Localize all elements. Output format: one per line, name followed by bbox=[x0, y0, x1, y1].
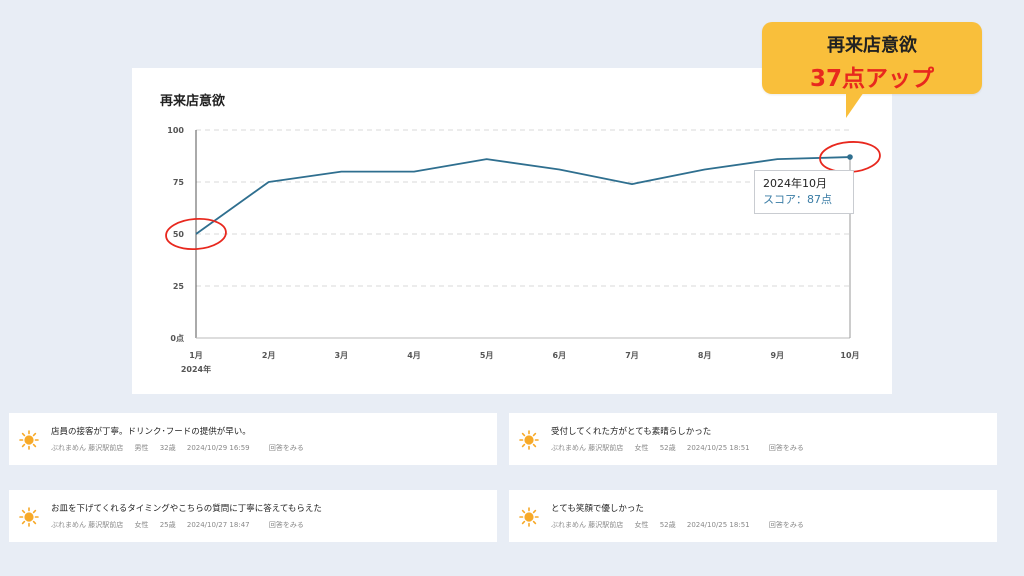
y-tick-label: 100 bbox=[167, 126, 184, 135]
review-text: 受付してくれた方がとても素晴らしかった bbox=[551, 427, 712, 437]
x-tick-label: 2月 bbox=[262, 351, 276, 360]
review-store: ぶれまめん 藤沢駅前店 bbox=[51, 521, 124, 529]
sun-icon bbox=[19, 430, 39, 450]
review-datetime: 2024/10/25 18:51 bbox=[686, 444, 750, 452]
review-datetime: 2024/10/27 18:47 bbox=[186, 521, 250, 529]
y-tick-label: 0点 bbox=[170, 333, 184, 343]
x-tick-label: 10月 bbox=[840, 351, 859, 360]
tooltip-score: スコア：87点 bbox=[763, 193, 832, 206]
highlight-circle bbox=[165, 217, 227, 251]
review-card[interactable]: お皿を下げてくれるタイミングやこちらの質問に丁寧に答えてもらえた ぶれまめん 藤… bbox=[9, 490, 497, 542]
review-meta: ぶれまめん 藤沢駅前店 女性 25歳 2024/10/27 18:47 回答をみ… bbox=[51, 520, 313, 530]
x-tick-label: 7月 bbox=[625, 351, 639, 360]
callout-increase: 37点アップ bbox=[809, 66, 934, 92]
data-point bbox=[413, 171, 415, 173]
chart-title: 再来店意欲 bbox=[160, 94, 226, 109]
callout-title: 再来店意欲 bbox=[827, 35, 917, 56]
review-gender: 女性 bbox=[634, 444, 649, 452]
view-answer-link[interactable]: 回答をみる bbox=[268, 521, 304, 529]
data-point bbox=[847, 154, 853, 160]
review-text: とても笑顔で優しかった bbox=[551, 504, 644, 514]
review-store: ぶれまめん 藤沢駅前店 bbox=[551, 444, 624, 452]
data-point bbox=[558, 169, 560, 171]
line-chart: 0点 25 50 75 100 1月 2月 3月 4月 5月 6月 7月 8月 9月 10月 2024年 bbox=[165, 126, 881, 374]
x-tick-label: 5月 bbox=[480, 351, 494, 360]
review-age: 32歳 bbox=[159, 444, 176, 452]
review-datetime: 2024/10/29 16:59 bbox=[186, 444, 250, 452]
score-callout: 再来店意欲 37点アップ bbox=[762, 22, 982, 118]
y-tick-label: 25 bbox=[173, 282, 185, 291]
review-meta: ぶれまめん 藤沢駅前店 男性 32歳 2024/10/29 16:59 回答をみ… bbox=[51, 443, 313, 453]
review-gender: 女性 bbox=[634, 521, 649, 529]
review-store: ぶれまめん 藤沢駅前店 bbox=[551, 521, 624, 529]
review-store: ぶれまめん 藤沢駅前店 bbox=[51, 444, 124, 452]
sun-icon bbox=[19, 507, 39, 527]
review-age: 25歳 bbox=[159, 521, 176, 529]
chart-tooltip: 2024年10月 スコア：87点 bbox=[754, 170, 854, 214]
x-tick-label: 8月 bbox=[698, 351, 712, 360]
data-point bbox=[340, 171, 342, 173]
data-point bbox=[268, 181, 270, 183]
x-tick-label: 1月 bbox=[189, 351, 203, 360]
view-answer-link[interactable]: 回答をみる bbox=[768, 444, 804, 452]
view-answer-link[interactable]: 回答をみる bbox=[268, 444, 304, 452]
series-line bbox=[195, 156, 851, 235]
data-point bbox=[486, 158, 488, 160]
review-age: 52歳 bbox=[659, 521, 676, 529]
chart-card: 再来店意欲 0点 25 50 75 100 1月 2月 3月 4月 5月 6月 7月 8月 9月 10月 20… bbox=[132, 68, 892, 394]
x-tick-label: 6月 bbox=[553, 351, 567, 360]
review-meta: ぶれまめん 藤沢駅前店 女性 52歳 2024/10/25 18:51 回答をみ… bbox=[551, 443, 813, 453]
review-meta: ぶれまめん 藤沢駅前店 女性 52歳 2024/10/25 18:51 回答をみ… bbox=[551, 520, 813, 530]
review-datetime: 2024/10/25 18:51 bbox=[686, 521, 750, 529]
sun-icon bbox=[519, 507, 539, 527]
x-tick-label: 4月 bbox=[407, 351, 421, 360]
tooltip-date: 2024年10月 bbox=[763, 177, 827, 190]
review-gender: 女性 bbox=[134, 521, 149, 529]
review-gender: 男性 bbox=[134, 444, 149, 452]
x-tick-label: 3月 bbox=[335, 351, 349, 360]
sun-icon bbox=[519, 430, 539, 450]
view-answer-link[interactable]: 回答をみる bbox=[768, 521, 804, 529]
review-age: 52歳 bbox=[659, 444, 676, 452]
review-card[interactable]: 店員の接客が丁寧。ドリンク･フードの提供が早い。 ぶれまめん 藤沢駅前店 男性 … bbox=[9, 413, 497, 465]
data-point bbox=[704, 169, 706, 171]
y-tick-label: 50 bbox=[173, 230, 185, 239]
y-tick-label: 75 bbox=[173, 178, 185, 187]
x-year-label: 2024年 bbox=[181, 364, 211, 374]
x-tick-label: 9月 bbox=[771, 351, 785, 360]
review-card[interactable]: とても笑顔で優しかった ぶれまめん 藤沢駅前店 女性 52歳 2024/10/2… bbox=[509, 490, 997, 542]
data-point bbox=[776, 158, 778, 160]
review-text: 店員の接客が丁寧。ドリンク･フードの提供が早い。 bbox=[51, 427, 251, 437]
review-card[interactable]: 受付してくれた方がとても素晴らしかった ぶれまめん 藤沢駅前店 女性 52歳 2… bbox=[509, 413, 997, 465]
data-point bbox=[195, 233, 197, 235]
review-text: お皿を下げてくれるタイミングやこちらの質問に丁寧に答えてもらえた bbox=[51, 504, 322, 514]
data-point bbox=[631, 183, 633, 185]
